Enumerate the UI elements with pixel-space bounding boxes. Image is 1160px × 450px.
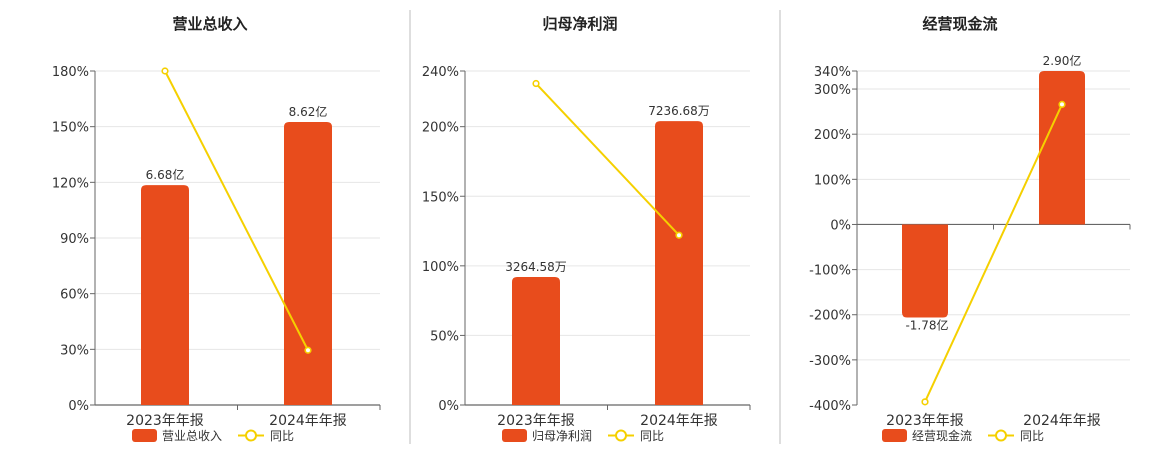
y-tick-label: 100%: [422, 260, 459, 275]
y-tick-label: 0%: [68, 399, 89, 414]
bar-value-label: 3264.58万: [505, 260, 567, 274]
yoy-point: [161, 67, 169, 75]
y-tick-label: 200%: [422, 121, 459, 136]
legend-swatch-bar: [502, 429, 527, 442]
bar-value-label: 6.68亿: [146, 167, 185, 182]
y-tick-label: 240%: [422, 65, 459, 80]
y-tick-label: -100%: [809, 264, 851, 279]
chart-title: 经营现金流: [922, 15, 997, 33]
bar: [141, 185, 189, 405]
x-tick-label: 2023年年报: [497, 413, 575, 429]
y-tick-label: 300%: [814, 83, 851, 98]
y-tick-label: -200%: [809, 309, 851, 324]
y-tick-label: 200%: [814, 128, 851, 143]
yoy-point: [1058, 100, 1066, 108]
yoy-line: [164, 70, 309, 351]
y-tick-label: 150%: [52, 121, 89, 136]
y-tick-label: 100%: [814, 173, 851, 188]
legend-swatch-marker: [245, 429, 257, 442]
yoy-point: [304, 346, 312, 354]
y-tick-label: 150%: [422, 190, 459, 205]
yoy-point: [921, 398, 929, 406]
legend-label: 经营现金流: [912, 428, 972, 443]
y-tick-label: 0%: [830, 218, 851, 233]
legend-swatch-bar: [882, 429, 907, 442]
x-tick-label: 2024年年报: [269, 413, 347, 429]
legend-label: 归母净利润: [532, 429, 592, 443]
y-tick-label: 60%: [60, 288, 89, 303]
legend-swatch-marker: [995, 429, 1007, 442]
legend-label: 同比: [270, 429, 294, 443]
bar-value-label: 7236.68万: [648, 104, 710, 118]
chart-title: 营业总收入: [172, 15, 247, 33]
y-tick-label: -400%: [809, 399, 851, 414]
bar-value-label: 2.90亿: [1043, 53, 1082, 68]
x-tick-label: 2024年年报: [1023, 413, 1101, 429]
y-tick-label: 120%: [52, 176, 89, 191]
bar: [1039, 71, 1085, 225]
y-tick-label: 0%: [438, 399, 459, 414]
chart-title: 归母净利润: [542, 15, 617, 33]
y-tick-label: 90%: [60, 232, 89, 247]
y-tick-label: 340%: [814, 65, 851, 80]
bar: [512, 276, 560, 405]
x-tick-label: 2023年年报: [886, 413, 964, 429]
legend-label: 同比: [1020, 429, 1044, 443]
bar: [902, 224, 948, 318]
y-tick-label: -300%: [809, 354, 851, 369]
yoy-point: [532, 79, 540, 88]
bar-value-label: -1.78亿: [905, 317, 948, 332]
y-tick-label: 30%: [60, 343, 89, 358]
x-tick-label: 2023年年报: [126, 413, 204, 429]
y-tick-label: 180%: [52, 65, 89, 80]
bar: [284, 122, 332, 406]
legend-swatch-bar: [132, 429, 157, 442]
legend-swatch-marker: [615, 429, 627, 442]
legend-label: 营业总收入: [162, 429, 222, 443]
bar-value-label: 8.62亿: [289, 104, 328, 119]
legend-label: 同比: [640, 429, 664, 443]
yoy-line: [535, 82, 680, 236]
y-tick-label: 50%: [430, 329, 459, 344]
yoy-line: [924, 103, 1063, 403]
yoy-point: [675, 231, 683, 239]
x-tick-label: 2024年年报: [640, 413, 718, 429]
bar: [655, 121, 703, 405]
